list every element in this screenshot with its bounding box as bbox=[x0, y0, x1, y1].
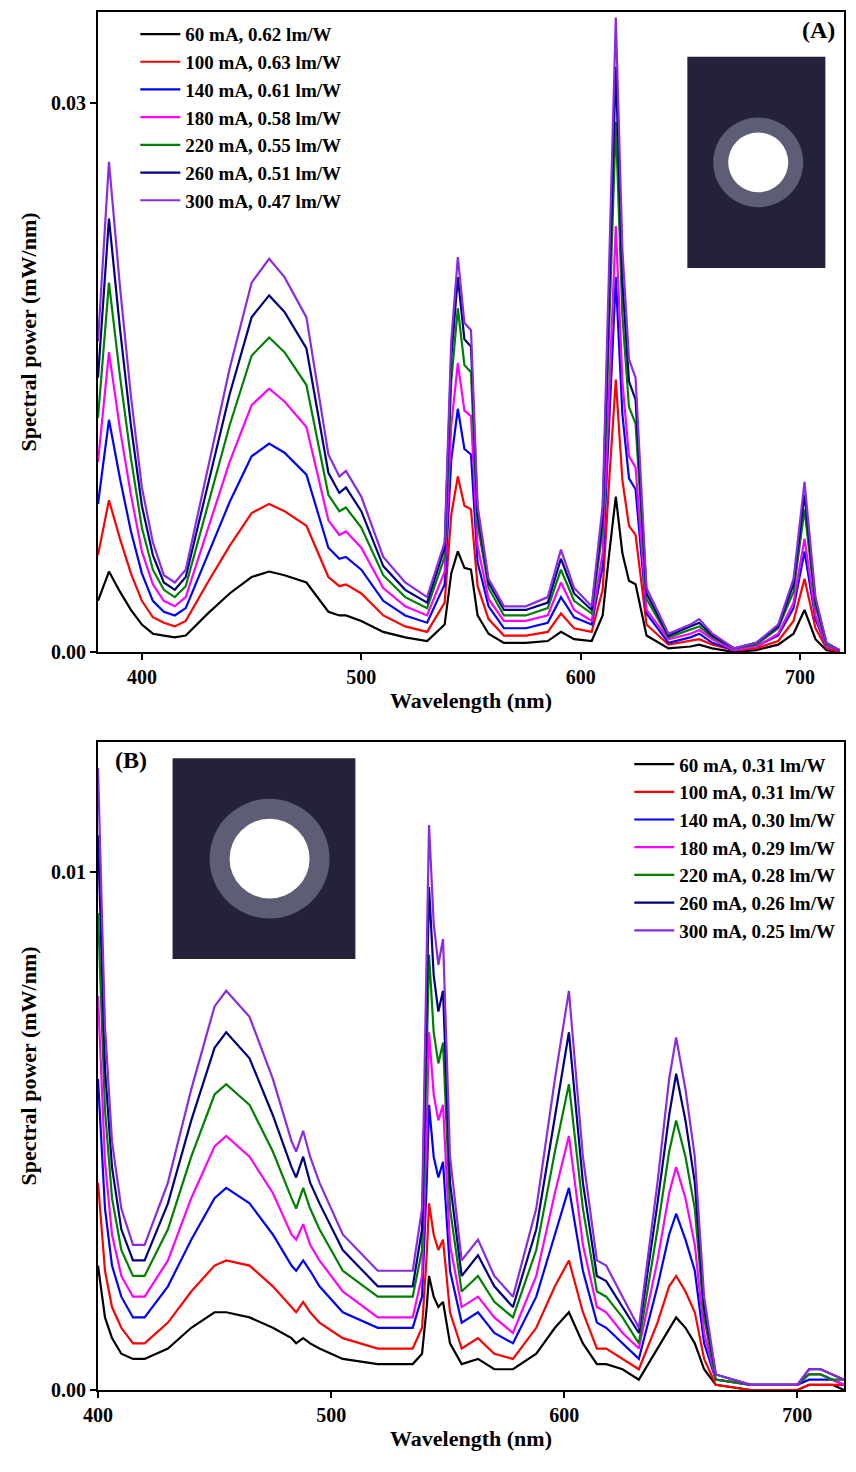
svg-text:600: 600 bbox=[566, 666, 596, 688]
svg-text:0.00: 0.00 bbox=[51, 641, 86, 663]
svg-text:0.03: 0.03 bbox=[51, 92, 86, 114]
svg-text:180 mA, 0.58 lm/W: 180 mA, 0.58 lm/W bbox=[185, 108, 341, 129]
svg-text:220 mA, 0.55 lm/W: 220 mA, 0.55 lm/W bbox=[185, 135, 341, 156]
svg-text:400: 400 bbox=[127, 666, 157, 688]
svg-text:260 mA, 0.26 lm/W: 260 mA, 0.26 lm/W bbox=[679, 893, 835, 914]
svg-text:220 mA, 0.28 lm/W: 220 mA, 0.28 lm/W bbox=[679, 865, 835, 886]
svg-text:100 mA, 0.31 lm/W: 100 mA, 0.31 lm/W bbox=[679, 782, 835, 803]
svg-text:140 mA, 0.61 lm/W: 140 mA, 0.61 lm/W bbox=[185, 80, 341, 101]
svg-text:0.01: 0.01 bbox=[51, 861, 86, 883]
svg-text:60 mA, 0.62 lm/W: 60 mA, 0.62 lm/W bbox=[185, 24, 331, 45]
svg-text:180 mA, 0.29 lm/W: 180 mA, 0.29 lm/W bbox=[679, 838, 835, 859]
svg-text:700: 700 bbox=[782, 1404, 812, 1426]
svg-text:300 mA, 0.47 lm/W: 300 mA, 0.47 lm/W bbox=[185, 191, 341, 212]
svg-text:400: 400 bbox=[83, 1404, 113, 1426]
svg-text:300 mA, 0.25 lm/W: 300 mA, 0.25 lm/W bbox=[679, 921, 835, 942]
svg-text:(B): (B) bbox=[115, 747, 147, 773]
svg-text:500: 500 bbox=[346, 666, 376, 688]
svg-text:700: 700 bbox=[785, 666, 815, 688]
svg-text:(A): (A) bbox=[802, 17, 835, 43]
svg-text:0.00: 0.00 bbox=[51, 1379, 86, 1401]
svg-text:500: 500 bbox=[316, 1404, 346, 1426]
svg-text:260 mA, 0.51 lm/W: 260 mA, 0.51 lm/W bbox=[185, 163, 341, 184]
svg-text:Spectral power (mW/nm): Spectral power (mW/nm) bbox=[16, 946, 41, 1185]
svg-text:60 mA, 0.31 lm/W: 60 mA, 0.31 lm/W bbox=[679, 755, 825, 776]
svg-text:Spectral power (mW/nm): Spectral power (mW/nm) bbox=[16, 212, 41, 451]
svg-text:Wavelength (nm): Wavelength (nm) bbox=[390, 688, 552, 713]
svg-text:600: 600 bbox=[549, 1404, 579, 1426]
svg-text:140 mA, 0.30 lm/W: 140 mA, 0.30 lm/W bbox=[679, 810, 835, 831]
svg-text:100 mA, 0.63 lm/W: 100 mA, 0.63 lm/W bbox=[185, 52, 341, 73]
svg-text:Wavelength (nm): Wavelength (nm) bbox=[390, 1426, 552, 1451]
